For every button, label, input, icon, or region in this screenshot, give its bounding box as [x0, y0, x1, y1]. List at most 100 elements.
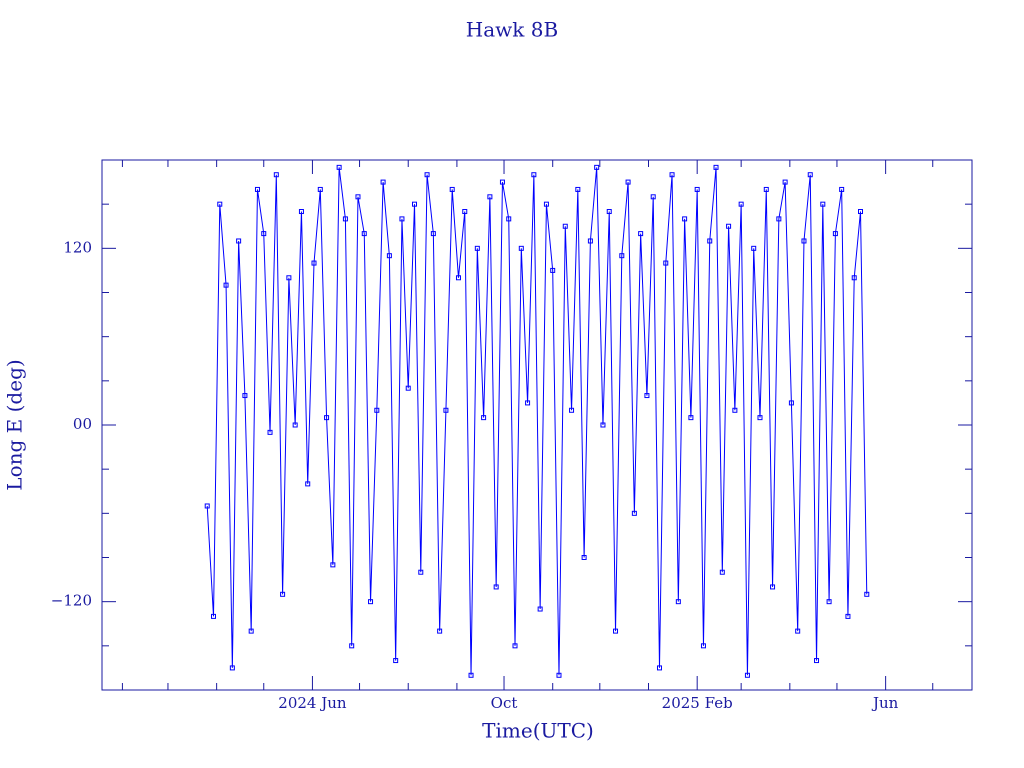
point-marker: [518, 245, 524, 251]
point-marker: [694, 186, 700, 192]
y-axis-label: Long E (deg): [3, 359, 27, 490]
chart-title: Hawk 8B: [466, 18, 558, 42]
point-marker: [562, 223, 568, 229]
point-marker: [424, 172, 430, 178]
point-marker: [782, 179, 788, 185]
point-marker: [682, 216, 688, 222]
point-marker: [700, 643, 706, 649]
point-marker: [669, 172, 675, 178]
point-marker: [569, 407, 575, 413]
y-tick-label: 00: [73, 415, 92, 433]
x-tick-label: 2024 Jun: [278, 694, 347, 712]
point-marker: [361, 231, 367, 237]
point-marker: [851, 275, 857, 281]
point-marker: [311, 260, 317, 266]
point-marker: [864, 591, 870, 597]
point-marker: [757, 415, 763, 421]
point-marker: [217, 201, 223, 207]
point-marker: [814, 658, 820, 664]
point-marker: [543, 201, 549, 207]
point-marker: [650, 194, 656, 200]
point-marker: [393, 658, 399, 664]
point-marker: [273, 172, 279, 178]
point-marker: [619, 253, 625, 259]
point-marker: [556, 672, 562, 678]
point-marker: [719, 569, 725, 575]
point-marker: [430, 231, 436, 237]
point-marker: [788, 400, 794, 406]
point-marker: [481, 415, 487, 421]
point-marker: [845, 613, 851, 619]
point-marker: [317, 186, 323, 192]
point-marker: [713, 164, 719, 170]
point-marker: [412, 201, 418, 207]
point-marker: [455, 275, 461, 281]
point-marker: [801, 238, 807, 244]
point-marker: [204, 503, 210, 509]
point-marker: [324, 415, 330, 421]
point-marker: [625, 179, 631, 185]
point-marker: [418, 569, 424, 575]
point-marker: [248, 628, 254, 634]
point-marker: [242, 393, 248, 399]
point-marker: [744, 672, 750, 678]
point-marker: [525, 400, 531, 406]
point-marker: [839, 186, 845, 192]
point-marker: [474, 245, 480, 251]
point-marker: [493, 584, 499, 590]
point-marker: [613, 628, 619, 634]
series-line: [206, 167, 868, 676]
point-marker: [606, 209, 612, 215]
point-marker: [631, 510, 637, 516]
point-marker: [537, 606, 543, 612]
point-marker: [499, 179, 505, 185]
point-marker: [738, 201, 744, 207]
point-marker: [600, 422, 606, 428]
point-marker: [732, 407, 738, 413]
x-tick-label: Jun: [871, 694, 899, 712]
point-marker: [261, 231, 267, 237]
point-marker: [292, 422, 298, 428]
point-marker: [763, 186, 769, 192]
point-marker: [368, 599, 374, 605]
point-marker: [531, 172, 537, 178]
point-marker: [581, 555, 587, 560]
point-marker: [342, 216, 348, 222]
point-marker: [223, 282, 229, 288]
point-marker: [688, 415, 694, 421]
point-marker: [675, 599, 681, 605]
point-marker: [399, 216, 405, 222]
point-marker: [443, 407, 449, 413]
point-marker: [355, 194, 361, 200]
point-marker: [298, 209, 304, 215]
point-marker: [254, 186, 260, 192]
point-marker: [349, 643, 355, 649]
point-marker: [638, 231, 644, 237]
point-marker: [330, 562, 336, 568]
point-marker: [267, 429, 273, 435]
point-marker: [386, 253, 392, 259]
point-marker: [770, 584, 776, 590]
point-marker: [210, 613, 216, 619]
point-marker: [380, 179, 386, 185]
point-marker: [468, 672, 474, 678]
point-marker: [506, 216, 512, 222]
point-marker: [587, 238, 593, 244]
x-tick-label: Oct: [491, 694, 518, 712]
point-marker: [286, 275, 292, 281]
point-marker: [512, 643, 518, 649]
point-marker: [832, 231, 838, 237]
y-tick-label: −120: [51, 592, 92, 610]
point-marker: [707, 238, 713, 244]
point-marker: [229, 665, 235, 671]
point-marker: [776, 216, 782, 222]
point-marker: [795, 628, 801, 634]
point-marker: [374, 407, 380, 413]
point-marker: [858, 209, 864, 215]
point-marker: [487, 194, 493, 200]
point-marker: [594, 164, 600, 170]
point-marker: [820, 201, 826, 207]
point-marker: [726, 223, 732, 229]
